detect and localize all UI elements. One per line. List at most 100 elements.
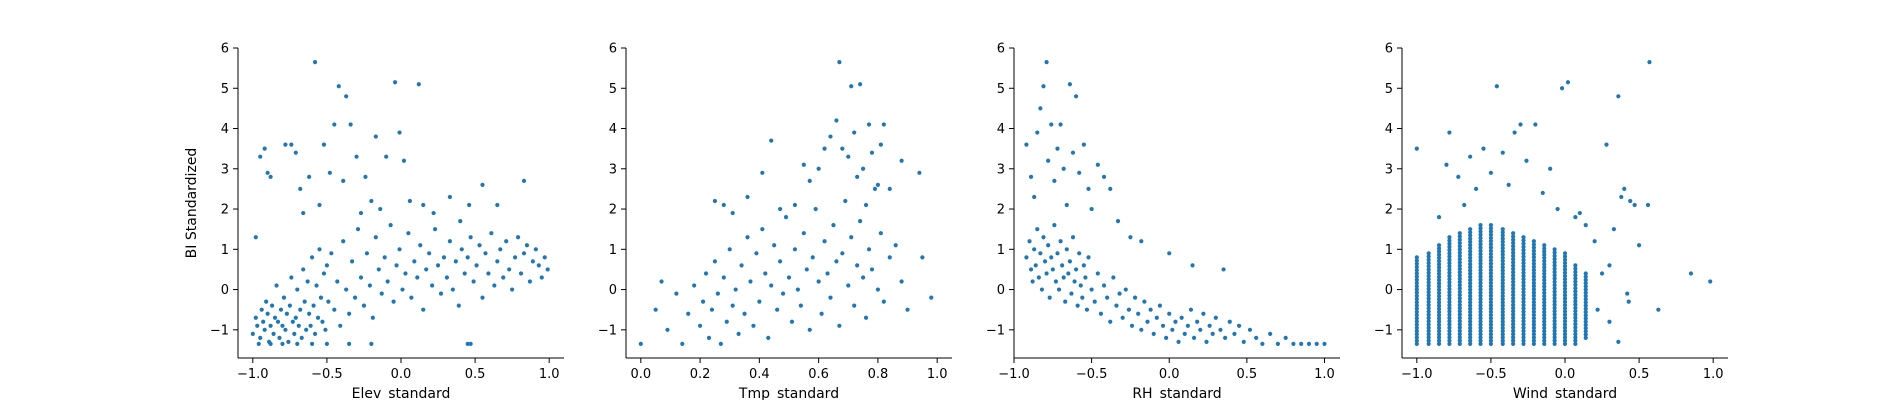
data-point xyxy=(1542,243,1547,248)
data-point xyxy=(277,335,282,340)
data-point xyxy=(1201,311,1206,316)
data-point xyxy=(1414,319,1419,324)
data-point xyxy=(1478,335,1483,340)
data-point xyxy=(462,271,467,276)
data-point xyxy=(881,299,886,304)
data-point xyxy=(302,299,307,304)
data-point xyxy=(287,303,292,308)
data-point xyxy=(1426,286,1431,292)
y-tick-label: 2 xyxy=(1385,203,1393,218)
data-point xyxy=(1468,332,1473,337)
data-point xyxy=(1447,338,1452,343)
data-point xyxy=(1468,300,1473,305)
data-point xyxy=(397,247,402,252)
data-point xyxy=(1426,290,1431,295)
data-point xyxy=(1583,322,1588,328)
data-point xyxy=(388,223,393,228)
data-point xyxy=(1521,328,1526,334)
data-point xyxy=(1447,238,1452,243)
data-point xyxy=(1500,297,1505,302)
data-point xyxy=(1511,338,1516,343)
data-point xyxy=(1478,264,1483,269)
data-point xyxy=(1414,271,1419,276)
data-point xyxy=(1314,341,1319,347)
data-point xyxy=(1562,328,1568,334)
data-point xyxy=(542,255,547,260)
data-point xyxy=(292,331,297,336)
data-point xyxy=(893,243,898,248)
data-point xyxy=(1478,280,1483,286)
data-point xyxy=(1573,325,1578,330)
x-tick-label: 0.2 xyxy=(690,367,711,382)
y-tick-label: 3 xyxy=(997,162,1005,177)
data-point xyxy=(1468,258,1473,264)
data-point xyxy=(1306,341,1312,347)
data-point xyxy=(379,291,384,296)
data-point xyxy=(1562,335,1568,340)
data-point xyxy=(1583,223,1588,228)
x-axis-label: RH_standard xyxy=(1132,386,1221,400)
data-point xyxy=(1583,284,1588,289)
data-point xyxy=(1070,235,1076,240)
data-point xyxy=(1179,315,1184,320)
data-point xyxy=(1447,315,1452,321)
data-point xyxy=(1552,263,1557,268)
data-point xyxy=(1478,267,1483,273)
data-point xyxy=(1488,293,1494,298)
data-point xyxy=(1414,335,1419,340)
data-point xyxy=(370,315,375,320)
data-point xyxy=(1426,315,1431,321)
data-point xyxy=(1552,309,1557,314)
data-point xyxy=(301,267,306,272)
data-point xyxy=(804,267,809,272)
data-point xyxy=(1562,296,1568,301)
y-tick-label: 1 xyxy=(1385,243,1393,258)
data-point xyxy=(816,279,821,284)
data-point xyxy=(1542,259,1547,264)
data-point xyxy=(262,327,267,332)
data-point xyxy=(1521,254,1526,259)
data-point xyxy=(1573,269,1578,275)
data-point xyxy=(1436,300,1442,305)
data-point xyxy=(1035,130,1040,135)
data-point xyxy=(1447,235,1452,240)
data-point xyxy=(1533,122,1538,127)
data-point xyxy=(1488,280,1494,286)
data-point xyxy=(1456,174,1461,179)
data-point xyxy=(1488,332,1494,337)
data-point xyxy=(1542,255,1547,261)
x-tick-label: −1.0 xyxy=(1401,367,1433,382)
data-point xyxy=(686,311,691,316)
y-tick-label: 0 xyxy=(997,283,1005,298)
data-point xyxy=(1436,335,1442,340)
data-point xyxy=(860,166,866,171)
data-point xyxy=(1077,170,1082,175)
x-tick-label: −0.5 xyxy=(1076,367,1108,382)
data-point xyxy=(536,263,541,268)
data-point xyxy=(1500,274,1505,280)
data-point xyxy=(1241,339,1246,344)
data-point xyxy=(872,186,878,192)
data-point xyxy=(391,299,396,304)
data-point xyxy=(1488,255,1494,260)
data-point xyxy=(1468,268,1473,273)
data-point xyxy=(1573,312,1578,317)
data-point xyxy=(1607,263,1612,268)
data-point xyxy=(1077,251,1082,256)
data-point xyxy=(1573,335,1578,340)
data-point xyxy=(321,271,327,276)
data-point xyxy=(1457,240,1462,246)
data-point xyxy=(1521,332,1526,337)
data-point xyxy=(1583,326,1588,331)
data-point xyxy=(456,303,461,308)
data-point xyxy=(1447,286,1452,292)
data-point xyxy=(1562,280,1568,285)
data-point xyxy=(1708,279,1713,284)
data-point xyxy=(917,170,922,175)
data-point xyxy=(1457,237,1462,242)
data-point xyxy=(1457,332,1462,337)
data-point xyxy=(1468,287,1473,292)
data-point xyxy=(1521,286,1526,292)
data-point xyxy=(382,255,387,260)
y-tick-label: 2 xyxy=(221,203,229,218)
